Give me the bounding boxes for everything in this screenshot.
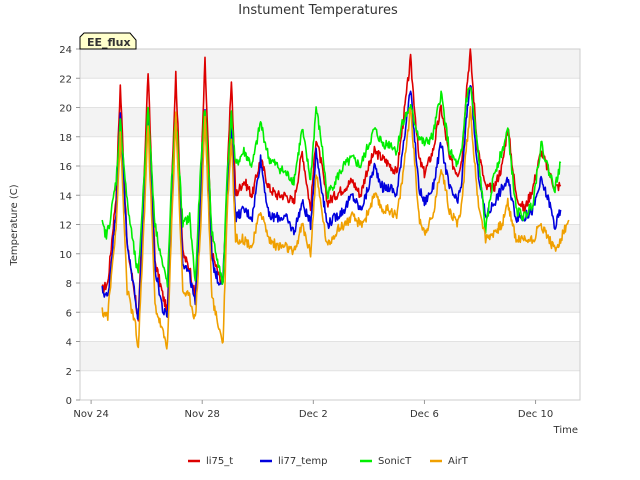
series-lines [101, 48, 570, 350]
y-tick-label: 14 [59, 191, 72, 202]
badge-label: EE_flux [87, 36, 131, 49]
y-tick-label: 16 [59, 162, 72, 173]
grid-band [80, 107, 580, 137]
y-tick-label: 18 [59, 133, 72, 144]
x-tick-label: Nov 24 [73, 409, 108, 420]
y-tick-label: 22 [59, 74, 72, 85]
y-tick-label: 20 [59, 104, 72, 115]
series-line-AirT [101, 105, 570, 350]
y-tick-label: 6 [66, 308, 72, 319]
y-tick-label: 4 [66, 338, 72, 349]
grid-band [80, 49, 580, 79]
y-tick-label: 2 [66, 367, 72, 378]
grid-band [80, 166, 580, 196]
x-tick-label: Dec 6 [410, 409, 439, 420]
badge-shape [79, 32, 137, 50]
y-tick-label: 8 [66, 279, 72, 290]
x-tick-label: Dec 2 [299, 409, 328, 420]
y-axis-label: Temperature (C) [9, 184, 20, 266]
y-tick-label: 12 [59, 221, 72, 232]
x-axis-ticks: Nov 24 Nov 28 Dec 2 Dec 6 Dec 10 [73, 400, 553, 420]
x-tick-label: Nov 28 [185, 409, 220, 420]
legend-label: SonicT [378, 456, 412, 467]
y-tick-label: 24 [59, 45, 72, 56]
legend: li75_t li77_temp SonicT AirT [188, 456, 469, 467]
legend-label: AirT [448, 456, 469, 467]
legend-label: li75_t [206, 456, 233, 467]
series-line-li75_t [101, 48, 562, 322]
ee-flux-badge: EE_flux [79, 32, 137, 50]
chart-title: Instument Temperatures [238, 3, 398, 18]
x-tick-label: Dec 10 [518, 409, 553, 420]
y-tick-label: 10 [59, 250, 72, 261]
series-line-SonicT [101, 86, 562, 288]
x-axis-label: Time [553, 425, 578, 436]
grid-band [80, 341, 580, 371]
y-tick-label: 0 [66, 396, 72, 407]
legend-label: li77_temp [278, 456, 327, 467]
